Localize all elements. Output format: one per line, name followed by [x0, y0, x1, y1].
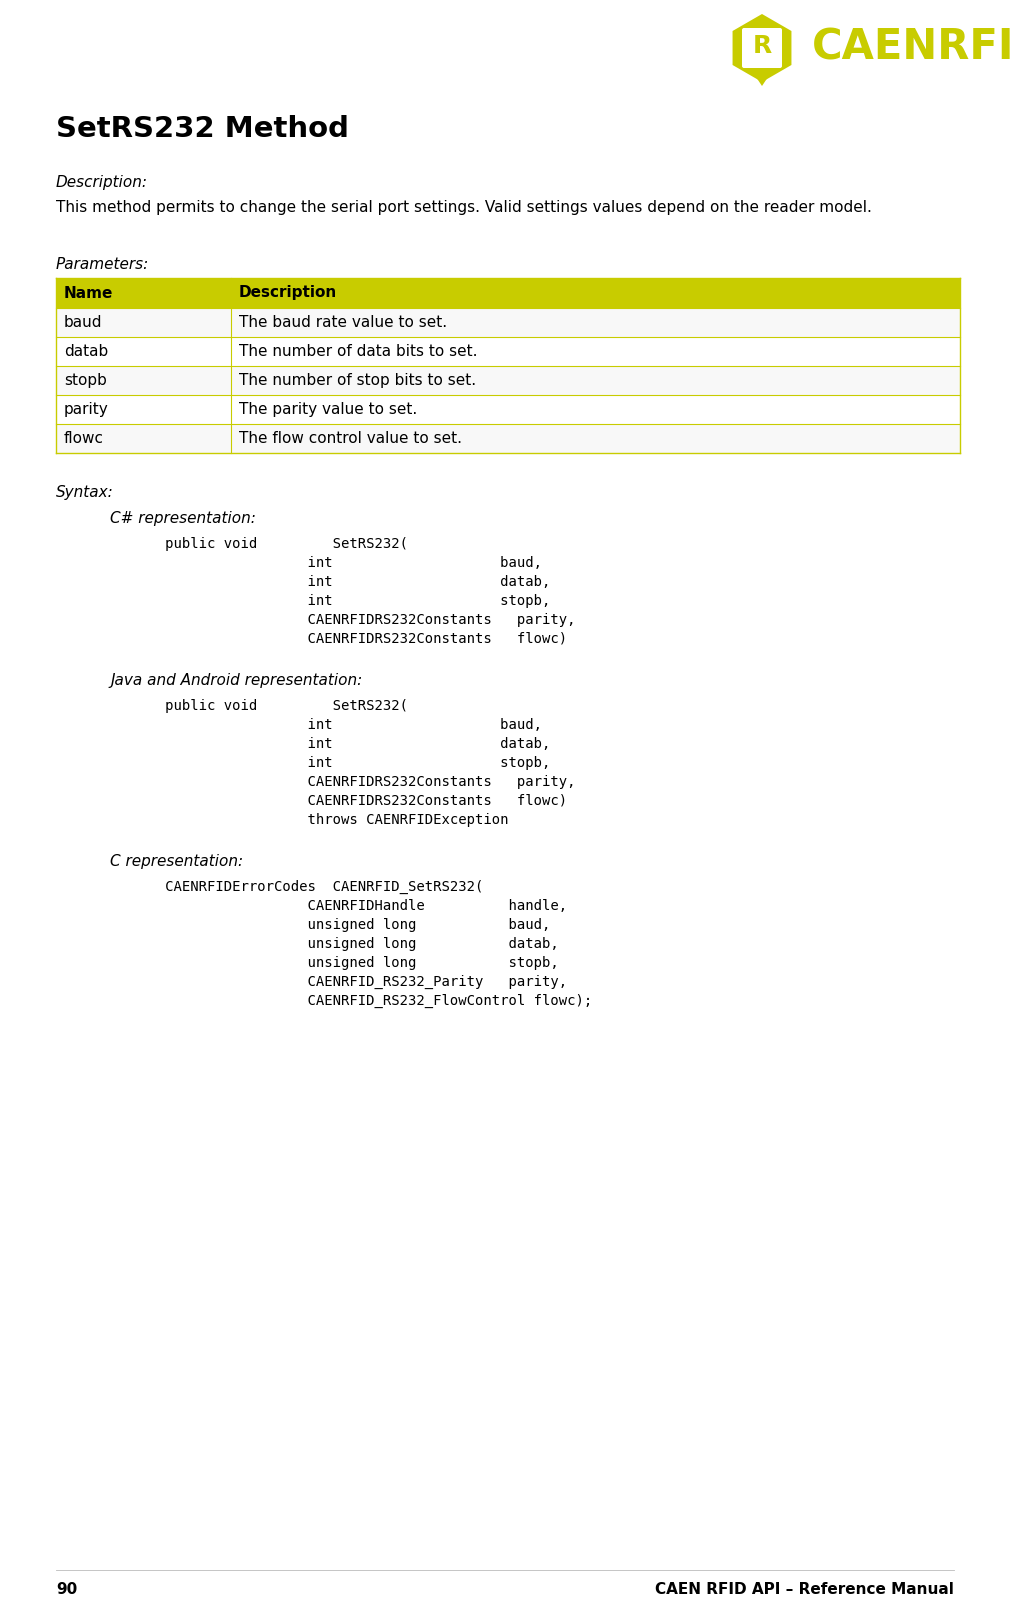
Text: parity: parity: [64, 402, 109, 417]
Text: SetRS232 Method: SetRS232 Method: [56, 115, 349, 143]
Text: unsigned long           stopb,: unsigned long stopb,: [140, 956, 559, 969]
Text: CAENRFIDHandle          handle,: CAENRFIDHandle handle,: [140, 899, 568, 913]
Polygon shape: [732, 14, 792, 82]
Text: unsigned long           baud,: unsigned long baud,: [140, 918, 550, 932]
Text: Description: Description: [239, 285, 337, 301]
Text: Description:: Description:: [56, 175, 148, 191]
Text: CAENRFID: CAENRFID: [812, 27, 1010, 69]
Bar: [56, 279, 959, 308]
Text: unsigned long           datab,: unsigned long datab,: [140, 937, 559, 952]
Text: stopb: stopb: [64, 373, 107, 388]
Polygon shape: [750, 67, 774, 87]
Bar: [56, 365, 959, 396]
Text: public void         SetRS232(: public void SetRS232(: [140, 698, 408, 713]
Text: R: R: [752, 34, 772, 58]
Text: The flow control value to set.: The flow control value to set.: [239, 431, 462, 445]
Text: C# representation:: C# representation:: [110, 511, 256, 525]
Text: baud: baud: [64, 316, 102, 330]
Text: throws CAENRFIDException: throws CAENRFIDException: [140, 812, 508, 827]
Text: CAENRFID_RS232_Parity   parity,: CAENRFID_RS232_Parity parity,: [140, 976, 568, 988]
Text: int                    datab,: int datab,: [140, 737, 550, 751]
Text: CAENRFID_RS232_FlowControl flowc);: CAENRFID_RS232_FlowControl flowc);: [140, 993, 592, 1008]
Bar: [56, 336, 959, 365]
Text: int                    datab,: int datab,: [140, 575, 550, 590]
Text: Java and Android representation:: Java and Android representation:: [110, 673, 363, 687]
Text: Name: Name: [64, 285, 113, 301]
Text: int                    stopb,: int stopb,: [140, 594, 550, 609]
Bar: [56, 308, 959, 336]
Text: int                    baud,: int baud,: [140, 718, 542, 732]
Text: The parity value to set.: The parity value to set.: [239, 402, 417, 417]
Text: This method permits to change the serial port settings. Valid settings values de: This method permits to change the serial…: [56, 200, 872, 215]
Text: The baud rate value to set.: The baud rate value to set.: [239, 316, 447, 330]
Bar: [56, 396, 959, 425]
Text: datab: datab: [64, 344, 108, 359]
Text: The number of data bits to set.: The number of data bits to set.: [239, 344, 478, 359]
Text: int                    stopb,: int stopb,: [140, 756, 550, 771]
Text: public void         SetRS232(: public void SetRS232(: [140, 537, 408, 551]
Text: flowc: flowc: [64, 431, 104, 445]
Text: int                    baud,: int baud,: [140, 556, 542, 570]
Text: CAENRFIDRS232Constants   flowc): CAENRFIDRS232Constants flowc): [140, 633, 568, 646]
Text: C representation:: C representation:: [110, 854, 243, 868]
Text: Syntax:: Syntax:: [56, 485, 114, 500]
Text: The number of stop bits to set.: The number of stop bits to set.: [239, 373, 476, 388]
Text: CAENRFIDRS232Constants   flowc): CAENRFIDRS232Constants flowc): [140, 795, 568, 807]
FancyBboxPatch shape: [742, 27, 782, 67]
Bar: [56, 425, 959, 453]
Text: CAEN RFID API – Reference Manual: CAEN RFID API – Reference Manual: [655, 1583, 954, 1597]
Text: CAENRFIDRS232Constants   parity,: CAENRFIDRS232Constants parity,: [140, 775, 576, 790]
Text: Parameters:: Parameters:: [56, 256, 149, 272]
Text: 90: 90: [56, 1583, 77, 1597]
Text: CAENRFIDErrorCodes  CAENRFID_SetRS232(: CAENRFIDErrorCodes CAENRFID_SetRS232(: [140, 879, 484, 894]
Text: CAENRFIDRS232Constants   parity,: CAENRFIDRS232Constants parity,: [140, 614, 576, 626]
